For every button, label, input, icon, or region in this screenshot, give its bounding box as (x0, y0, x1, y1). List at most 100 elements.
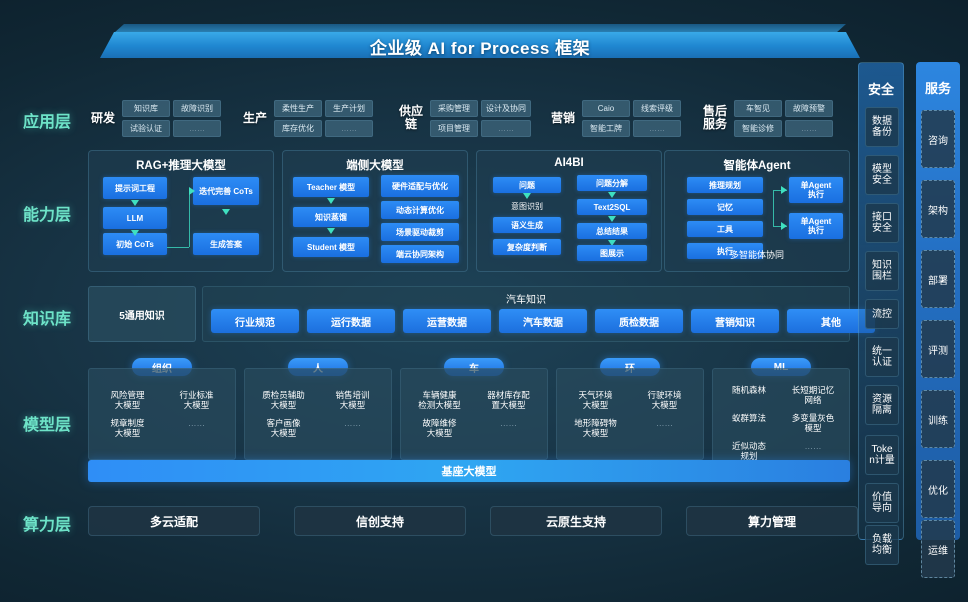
application-chip[interactable]: Caio (582, 99, 630, 117)
model-group-card: 风险管理 大模型 行业标准 大模型 规章制度 大模型 …… (88, 368, 236, 460)
layer-label-capability: 能力层 (22, 207, 71, 224)
model-group-card: 质检员辅助 大模型 销售培训 大模型 客户画像 大模型 …… (244, 368, 392, 460)
application-chip[interactable]: 知识库 (122, 99, 170, 117)
application-column-1: 生产计划 …… (325, 99, 373, 137)
capability-node: 单Agent 执行 (789, 177, 843, 203)
application-group-4: 售后 服务 车智见智能诊修 故障预警 …… (700, 96, 833, 140)
application-column-0: Caio 智能工牌 (582, 99, 630, 137)
security-item: 资源 隔离 (865, 385, 899, 425)
capability-node: 问题 (493, 177, 561, 193)
model-item: 规章制度 大模型 (110, 418, 145, 438)
application-chip[interactable]: 线索评级 (633, 99, 681, 117)
knowledge-tag[interactable]: 运营数据 (403, 309, 491, 333)
application-chip[interactable]: 智能诊修 (734, 119, 782, 137)
knowledge-tag[interactable]: 汽车数据 (499, 309, 587, 333)
connector-line (773, 190, 787, 191)
application-column-1: 故障预警 …… (785, 99, 833, 137)
services-item[interactable]: 优化 (921, 460, 955, 518)
connector-line (167, 247, 189, 248)
knowledge-tag[interactable]: 营销知识 (691, 309, 779, 333)
arrow-down-icon (327, 198, 335, 204)
capability-node: 场景驱动裁剪 (381, 223, 459, 241)
layer-label-compute: 算力层 (22, 517, 71, 534)
capability-node: 硬件适配与优化 (381, 175, 459, 197)
services-item[interactable]: 架构 (921, 180, 955, 238)
model-item: 随机森林 (731, 385, 766, 395)
application-chip[interactable]: 柔性生产 (274, 99, 322, 117)
security-item: 接口 安全 (865, 203, 899, 243)
compute-button-0[interactable]: 多云适配 (88, 506, 260, 536)
model-item: …… (344, 418, 361, 428)
base-model-bar: 基座大模型 (88, 460, 850, 482)
capability-node: 工具 (687, 221, 763, 237)
application-chip[interactable]: …… (173, 119, 221, 137)
application-chip[interactable]: 库存优化 (274, 119, 322, 137)
application-chip[interactable]: …… (481, 119, 531, 137)
application-group-name: 售后 服务 (702, 104, 727, 131)
arrow-down-icon (222, 209, 230, 215)
services-item[interactable]: 运维 (921, 520, 955, 578)
arrow-right-icon (189, 187, 195, 195)
framework-banner: 企业级 AI for Process 框架 (100, 24, 860, 58)
compute-button-3[interactable]: 算力管理 (686, 506, 858, 536)
application-chip[interactable]: 生产计划 (325, 99, 373, 117)
application-chip[interactable]: 车智见 (734, 99, 782, 117)
application-group-0: 研发 知识库 试验认证 故障识别 …… (88, 96, 221, 140)
capability-box-title: RAG+推理大模型 (136, 160, 226, 172)
services-item[interactable]: 部署 (921, 250, 955, 308)
model-item: …… (188, 418, 205, 428)
application-chip[interactable]: 项目管理 (430, 119, 478, 137)
arrow-down-icon (327, 228, 335, 234)
model-item: 车辆健康 检测大模型 (418, 390, 461, 410)
application-column-0: 柔性生产 库存优化 (274, 99, 322, 137)
application-chip[interactable]: …… (785, 119, 833, 137)
knowledge-tag-list: 行业规范 运行数据 运营数据 汽车数据 质检数据 营销知识 其他 (211, 309, 875, 333)
connector-line (773, 226, 787, 227)
application-chip[interactable]: …… (325, 119, 373, 137)
services-item[interactable]: 训练 (921, 390, 955, 448)
security-column-header: 安全 (867, 82, 894, 97)
model-item: 行业标准 大模型 (179, 390, 214, 410)
arrow-down-icon (131, 200, 139, 206)
capability-box-title: 智能体Agent (723, 160, 791, 172)
application-chip[interactable]: 采购管理 (430, 99, 478, 117)
application-chip[interactable]: 设计及协同 (481, 99, 531, 117)
application-group-2: 供应链采购管理项目管理 设计及协同 …… (396, 96, 531, 140)
connector-line (773, 190, 774, 226)
knowledge-tag[interactable]: 行业规范 (211, 309, 299, 333)
capability-node: 端云协同架构 (381, 245, 459, 263)
services-item[interactable]: 咨询 (921, 110, 955, 168)
application-chip[interactable]: …… (633, 119, 681, 137)
model-item: 地形障碍物 大模型 (574, 418, 617, 438)
security-item: 数据 备份 (865, 107, 899, 147)
layer-label-knowledge: 知识库 (22, 311, 71, 328)
knowledge-auto-panel: 汽车知识 行业规范 运行数据 运营数据 汽车数据 质检数据 营销知识 其他 (202, 286, 875, 342)
knowledge-tag[interactable]: 质检数据 (595, 309, 683, 333)
knowledge-tag[interactable]: 运行数据 (307, 309, 395, 333)
application-group-name: 供应链 (398, 104, 423, 131)
model-item: 客户画像 大模型 (266, 418, 301, 438)
capability-node: LLM (103, 207, 167, 229)
capability-footnote: 多智能体协同 (729, 250, 784, 260)
services-item[interactable]: 评测 (921, 320, 955, 378)
model-item: 质检员辅助 大模型 (262, 390, 305, 410)
security-column: 安全 数据 备份 模型 安全 接口 安全 知识 围栏 流控 统一 认证 资源 隔离 Toke n计量 价值 导向… (858, 62, 904, 565)
arrow-down-icon (608, 216, 616, 222)
application-chip[interactable]: 智能工牌 (582, 119, 630, 137)
application-chip[interactable]: 故障识别 (173, 99, 221, 117)
compute-button-1[interactable]: 信创支持 (294, 506, 466, 536)
compute-button-2[interactable]: 云原生支持 (490, 506, 662, 536)
capability-box-0: RAG+推理大模型 提示词工程 LLM 初始 CoTs 迭代完善 CoTs 生成答案 (88, 150, 274, 272)
capability-node: 复杂度判断 (493, 239, 561, 255)
application-column-0: 采购管理 项目管理 (430, 99, 478, 137)
application-chip[interactable]: 试验认证 (122, 119, 170, 137)
capability-box-1: 端侧大模型 Teacher 模型 知识蒸馏 Student 模型 硬件适配与优化 动态计算… (282, 150, 468, 272)
application-chip[interactable]: 故障预警 (785, 99, 833, 117)
model-item: …… (656, 418, 673, 428)
application-column-1: 线索评级 …… (633, 99, 681, 137)
model-item: …… (804, 441, 822, 451)
application-layer-row: 研发 知识库 试验认证 故障识别…… 生产 柔性生产 库存优化 生产计划…… 供应链采购管理 项目… (88, 96, 850, 140)
model-item: 近似动态 规划 (731, 441, 766, 461)
arrow-right-icon (781, 186, 787, 194)
